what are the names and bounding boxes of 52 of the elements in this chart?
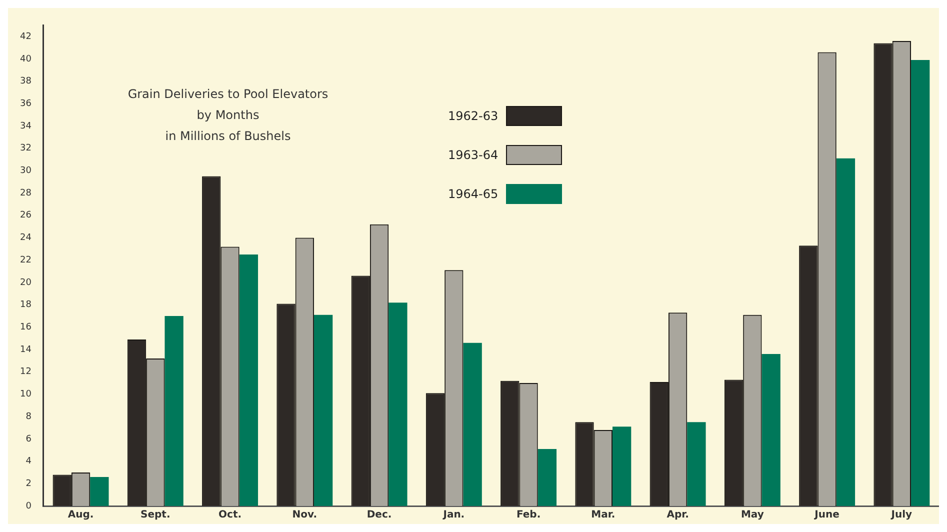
x-tick-label: Oct. (218, 510, 242, 521)
text: by Months (196, 107, 260, 124)
y-tick-label: 8 (26, 412, 32, 422)
y-tick-label: 30 (20, 166, 32, 176)
y-tick-label: 42 (20, 32, 32, 42)
x-tick-label: May (740, 510, 764, 521)
bar (836, 158, 856, 506)
bar (463, 342, 482, 506)
x-tick-label: Dec. (366, 510, 392, 521)
bar (538, 449, 557, 506)
bar (239, 254, 258, 506)
bar (388, 302, 408, 506)
bar (911, 60, 930, 506)
x-tick-label: Mar. (591, 510, 616, 521)
y-tick-label: 38 (20, 76, 32, 87)
bar (612, 426, 632, 506)
y-tick-label: 2 (26, 478, 32, 489)
bar (314, 314, 333, 506)
y-tick-label: 24 (20, 233, 32, 244)
y-tick-label: 28 (20, 188, 32, 198)
y-tick-label: 32 (20, 144, 32, 154)
x-tick-label: Sept. (140, 510, 170, 521)
x-tick-label: Nov. (292, 510, 318, 521)
annotation: in Millions of Bushels (164, 128, 292, 145)
x-tick-label: Aug. (68, 510, 94, 521)
x-tick-label: Feb. (516, 510, 541, 521)
y-tick-label: 20 (20, 278, 32, 288)
x-tick-label: Jan. (442, 510, 465, 521)
y-tick-label: 40 (20, 54, 32, 64)
y-tick-label: 36 (20, 98, 32, 109)
y-tick-label: 18 (20, 300, 32, 310)
y-tick-label: 34 (20, 121, 32, 132)
x-tick-label: July (890, 510, 913, 521)
legend-label: 1963-64 (448, 148, 498, 162)
legend-label: 1962-63 (448, 108, 498, 122)
bar (90, 476, 109, 506)
x-tick-label: Apr. (666, 510, 689, 521)
y-tick-label: 6 (26, 434, 32, 444)
bar (762, 354, 780, 506)
x-tick-label: June (814, 510, 840, 521)
y-tick-label: 22 (20, 255, 32, 266)
y-tick-label: 26 (20, 210, 32, 221)
bar (164, 316, 184, 506)
y-tick-label: 10 (20, 390, 32, 400)
legend-label: 1964-65 (448, 186, 498, 200)
y-tick-label: 0 (26, 501, 32, 512)
text: Grain Deliveries to Pool Elevators (126, 86, 330, 103)
y-tick-label: 16 (20, 322, 32, 333)
y-tick-label: 14 (20, 344, 32, 355)
y-tick-label: 4 (26, 456, 32, 467)
y-tick-label: 12 (20, 367, 32, 378)
bar (687, 422, 706, 506)
